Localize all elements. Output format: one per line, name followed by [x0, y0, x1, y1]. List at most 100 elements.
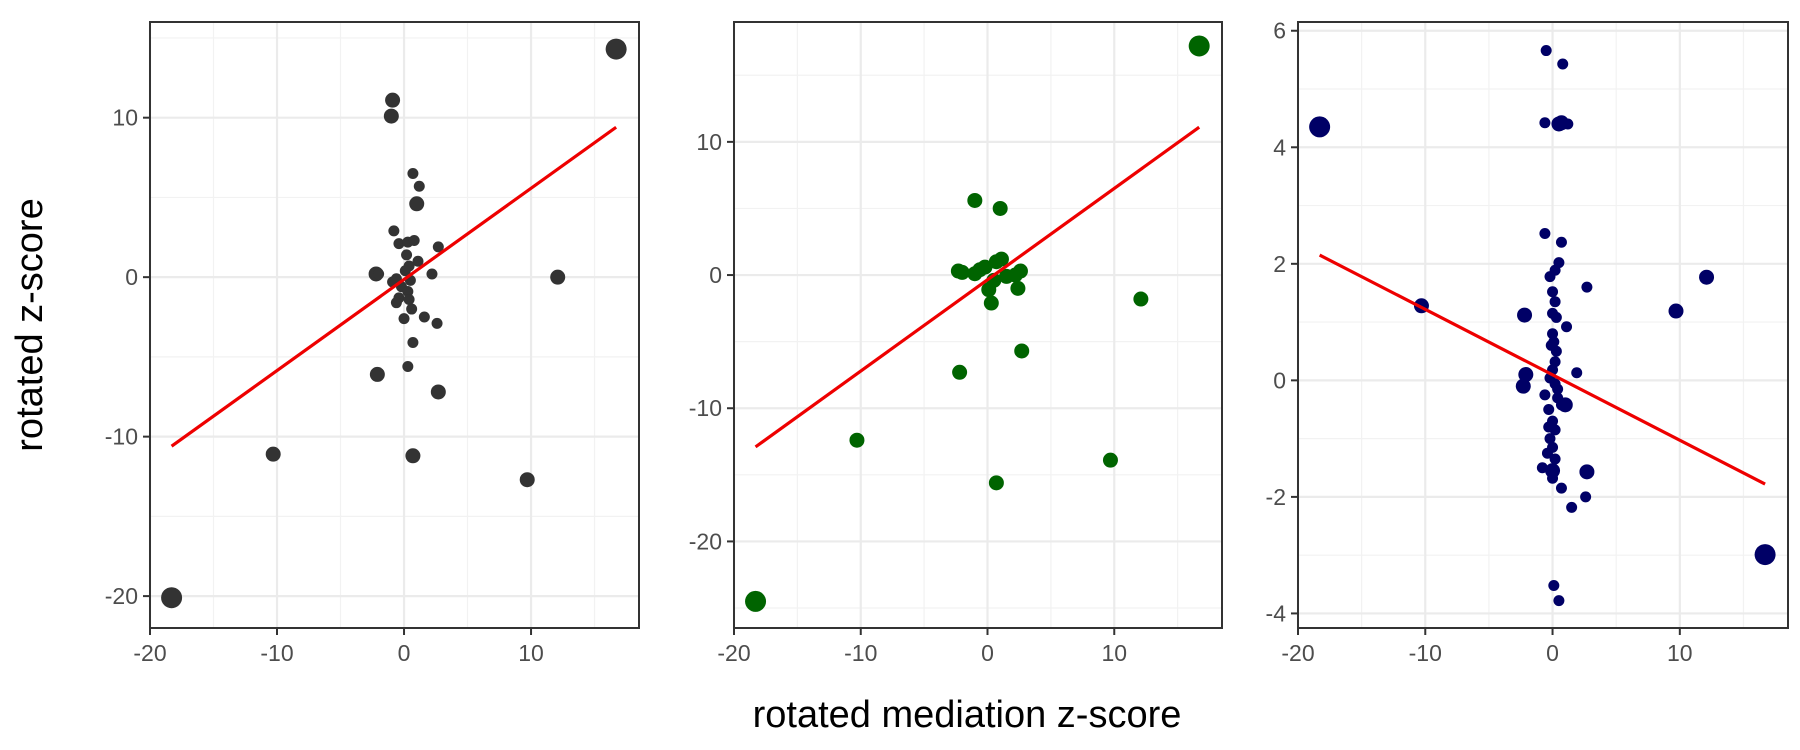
data-point: [1549, 453, 1561, 465]
x-axis-title: rotated mediation z-score: [753, 694, 1182, 736]
data-point: [1543, 421, 1555, 433]
data-point: [1545, 339, 1557, 351]
data-point: [399, 265, 411, 277]
data-point: [393, 238, 405, 250]
data-point: [1555, 399, 1567, 411]
y-tick-label: 0: [1273, 367, 1286, 393]
data-point: [1539, 228, 1551, 240]
data-point: [432, 241, 444, 253]
y-tick-label: -20: [105, 583, 138, 609]
data-point: [1014, 343, 1030, 359]
data-point: [369, 366, 385, 382]
regression-line: [170, 125, 618, 448]
y-tick-label: 0: [125, 264, 138, 290]
data-point: [388, 225, 400, 237]
data-point: [1544, 271, 1556, 283]
x-tick-label: 10: [1101, 640, 1127, 666]
data-point: [426, 268, 438, 280]
x-tick-label: -20: [1281, 640, 1314, 666]
data-point: [1539, 389, 1551, 401]
regression-line: [754, 125, 1201, 449]
data-point: [1309, 116, 1331, 138]
data-point: [413, 180, 425, 192]
data-point: [401, 249, 413, 261]
data-point: [409, 196, 425, 212]
data-point: [431, 317, 443, 329]
data-point: [993, 251, 1009, 267]
data-point: [407, 337, 419, 349]
data-point: [1541, 447, 1553, 459]
panel-background: [1298, 22, 1788, 628]
x-tick-label: -20: [717, 640, 750, 666]
x-tick-label: 10: [518, 640, 544, 666]
data-point: [1010, 280, 1026, 296]
data-point: [1547, 328, 1559, 340]
data-point: [1562, 118, 1574, 130]
data-point: [1566, 501, 1578, 513]
data-point: [550, 269, 566, 285]
data-point: [1518, 367, 1534, 383]
y-axis-title: rotated z-score: [9, 198, 51, 451]
data-point: [745, 590, 767, 612]
data-point: [1544, 433, 1556, 445]
data-point: [1579, 464, 1595, 480]
data-point: [405, 448, 421, 464]
data-point: [1553, 595, 1565, 607]
x-tick-label: 0: [1546, 640, 1559, 666]
data-point: [1515, 378, 1531, 394]
x-tick-label: 0: [398, 640, 411, 666]
data-point: [1133, 291, 1149, 307]
x-tick-label: 10: [1667, 640, 1693, 666]
data-point: [1557, 58, 1569, 70]
data-point: [1550, 311, 1562, 323]
data-point: [1188, 35, 1210, 57]
data-point: [1012, 263, 1028, 279]
data-point: [988, 475, 1004, 491]
y-tick-label: -10: [689, 395, 722, 421]
data-point: [1536, 462, 1548, 474]
data-point: [977, 259, 993, 275]
panel-border: [149, 21, 640, 629]
data-point: [1555, 236, 1567, 248]
data-point: [849, 432, 865, 448]
data-point: [430, 384, 446, 400]
y-tick-label: 4: [1273, 134, 1286, 160]
data-point: [403, 293, 415, 305]
data-point: [967, 192, 983, 208]
panel-border: [1297, 21, 1789, 629]
data-point: [1543, 403, 1555, 415]
y-tick-label: 6: [1273, 18, 1286, 44]
data-point: [1547, 472, 1559, 484]
data-point: [1668, 303, 1684, 319]
data-point: [983, 295, 999, 311]
data-point: [402, 360, 414, 372]
data-point: [408, 234, 420, 246]
data-point: [1102, 452, 1118, 468]
data-point: [1571, 367, 1583, 379]
data-point: [390, 297, 402, 309]
y-tick-label: 0: [709, 262, 722, 288]
data-point: [418, 311, 430, 323]
x-tick-label: -10: [844, 640, 877, 666]
data-point: [605, 38, 627, 60]
data-point: [385, 92, 401, 108]
data-point: [406, 303, 418, 315]
data-point: [1699, 269, 1715, 285]
data-point: [1555, 482, 1567, 494]
y-tick-label: 2: [1273, 251, 1286, 277]
data-point: [1548, 579, 1560, 591]
data-point: [954, 264, 970, 280]
data-point: [398, 313, 410, 325]
data-point: [373, 268, 385, 280]
data-point: [412, 255, 424, 267]
x-tick-label: 0: [981, 640, 994, 666]
data-point: [407, 168, 419, 179]
y-tick-label: -2: [1266, 484, 1286, 510]
data-point: [1539, 117, 1551, 129]
x-tick-label: -20: [133, 640, 166, 666]
y-tick-label: -4: [1266, 600, 1287, 626]
data-point: [1517, 307, 1533, 323]
data-point: [265, 446, 281, 462]
